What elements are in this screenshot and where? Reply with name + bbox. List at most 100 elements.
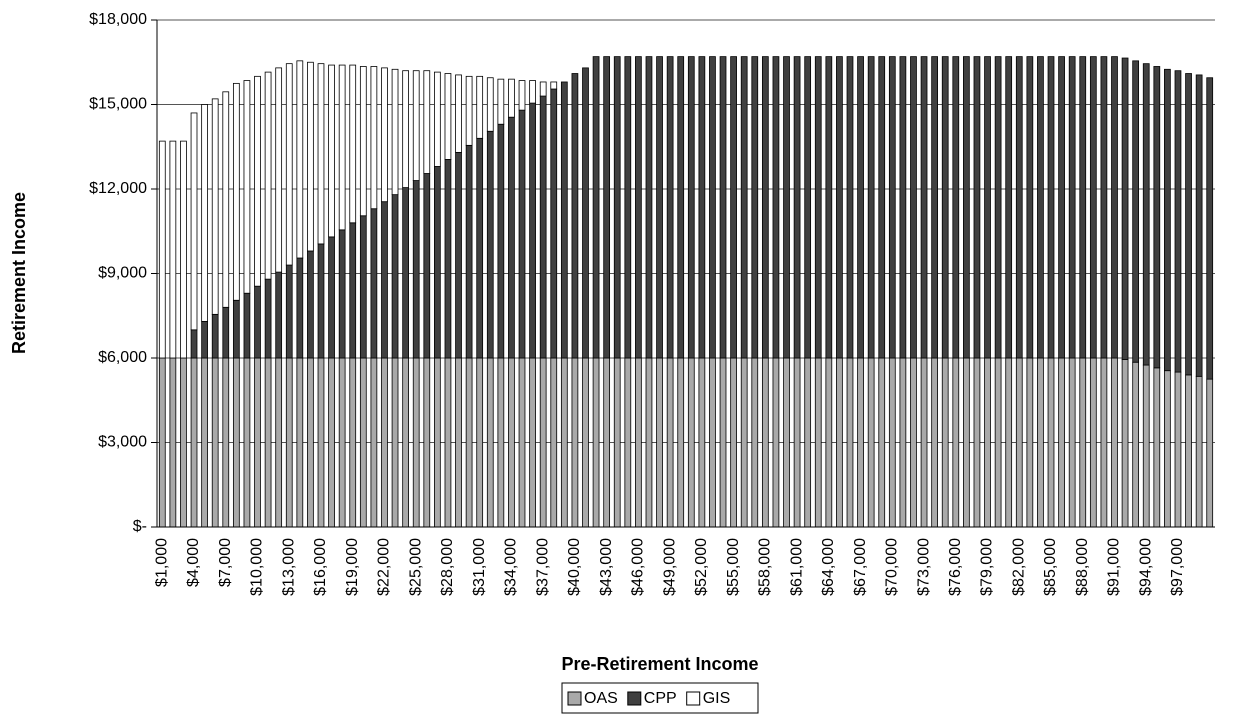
x-axis-title: Pre-Retirement Income xyxy=(561,654,758,674)
bar-segment xyxy=(888,56,896,359)
bar-segment xyxy=(476,75,484,139)
bar-segment xyxy=(857,56,864,359)
bar-segment xyxy=(1164,370,1171,528)
bar-segment xyxy=(518,357,526,528)
bar-segment xyxy=(296,257,304,359)
bar-segment xyxy=(254,357,261,528)
bar-segment xyxy=(307,61,314,252)
bar-segment xyxy=(307,250,314,359)
bar-segment xyxy=(550,88,558,359)
bar-segment xyxy=(888,357,896,528)
bar-segment xyxy=(328,64,335,238)
x-tick-label: $91,000 xyxy=(1106,538,1123,596)
bar-segment xyxy=(571,357,579,528)
bar-segment xyxy=(740,357,748,528)
bar-segment xyxy=(264,357,272,528)
x-tick-label: $94,000 xyxy=(1137,538,1154,596)
legend-label: CPP xyxy=(644,690,677,707)
bar-segment xyxy=(349,357,357,528)
bar-segment xyxy=(539,81,547,97)
bar-segment xyxy=(1047,56,1055,359)
bar-segment xyxy=(529,357,536,528)
bar-segment xyxy=(1005,357,1013,528)
bar-segment xyxy=(190,329,198,359)
bar-segment xyxy=(444,73,452,160)
bar-segment xyxy=(434,166,441,359)
bar-segment xyxy=(1068,56,1076,359)
legend-label: OAS xyxy=(584,690,618,707)
bar-segment xyxy=(994,357,1002,528)
bar-segment xyxy=(1142,63,1150,366)
bar-segment xyxy=(1079,357,1087,528)
bar-segment xyxy=(582,357,589,528)
bar-segment xyxy=(497,78,505,125)
bar-segment xyxy=(275,271,283,359)
bar-segment xyxy=(1206,378,1214,528)
bar-segment xyxy=(307,357,314,528)
bar-segment xyxy=(1142,364,1150,528)
bar-segment xyxy=(264,71,272,280)
bar-segment xyxy=(264,278,272,359)
bar-segment xyxy=(539,357,547,528)
bar-segment xyxy=(814,56,822,359)
x-tick-label: $82,000 xyxy=(1010,538,1027,596)
bar-segment xyxy=(222,357,230,528)
bar-segment xyxy=(370,208,378,359)
legend-swatch xyxy=(627,691,642,706)
x-tick-label: $19,000 xyxy=(344,538,361,596)
bar-segment xyxy=(190,112,198,331)
bar-segment xyxy=(1174,371,1182,528)
bar-segment xyxy=(391,194,399,359)
bar-segment xyxy=(486,130,494,359)
bar-segment xyxy=(910,357,917,528)
bar-segment xyxy=(666,56,674,359)
bar-segment xyxy=(1089,56,1097,359)
bar-segment xyxy=(1185,374,1192,528)
bar-segment xyxy=(434,71,441,167)
bar-segment xyxy=(222,91,230,308)
bar-segment xyxy=(254,75,261,287)
bar-segment xyxy=(592,357,600,528)
bar-segment xyxy=(296,357,304,528)
x-tick-label: $25,000 xyxy=(407,538,424,596)
bar-segment xyxy=(772,357,780,528)
bar-segment xyxy=(359,357,367,528)
bar-segment xyxy=(624,56,632,359)
bar-segment xyxy=(1100,357,1108,528)
x-tick-label: $73,000 xyxy=(915,538,932,596)
bar-segment xyxy=(169,140,177,359)
bar-segment xyxy=(476,137,484,359)
bar-segment xyxy=(846,56,854,359)
bar-segment xyxy=(232,357,240,528)
bar-segment xyxy=(486,357,494,528)
bar-segment xyxy=(804,56,812,359)
bar-segment xyxy=(370,66,378,210)
bar-segment xyxy=(677,357,685,528)
bar-segment xyxy=(740,56,748,359)
bar-segment xyxy=(201,104,208,322)
x-tick-label: $88,000 xyxy=(1074,538,1091,596)
bar-segment xyxy=(793,357,801,528)
bar-segment xyxy=(1047,357,1055,528)
bar-segment xyxy=(613,357,621,528)
bar-segment xyxy=(635,56,642,359)
bar-segment xyxy=(709,357,716,528)
bar-segment xyxy=(1015,56,1023,359)
bar-segment xyxy=(317,357,325,528)
bar-segment xyxy=(285,357,293,528)
bar-segment xyxy=(1174,70,1182,373)
bar-segment xyxy=(402,70,409,188)
bar-segment xyxy=(656,56,663,359)
bar-segment xyxy=(783,56,790,359)
bar-segment xyxy=(804,357,812,528)
bar-segment xyxy=(254,285,261,359)
bar-segment xyxy=(455,74,462,153)
bar-segment xyxy=(243,357,251,528)
bar-segment xyxy=(423,173,431,359)
x-tick-label: $70,000 xyxy=(884,538,901,596)
bar-segment xyxy=(899,56,907,359)
x-tick-label: $37,000 xyxy=(534,538,551,596)
bar-segment xyxy=(1153,367,1161,528)
bar-segment xyxy=(730,56,737,359)
bar-segment xyxy=(444,357,452,528)
